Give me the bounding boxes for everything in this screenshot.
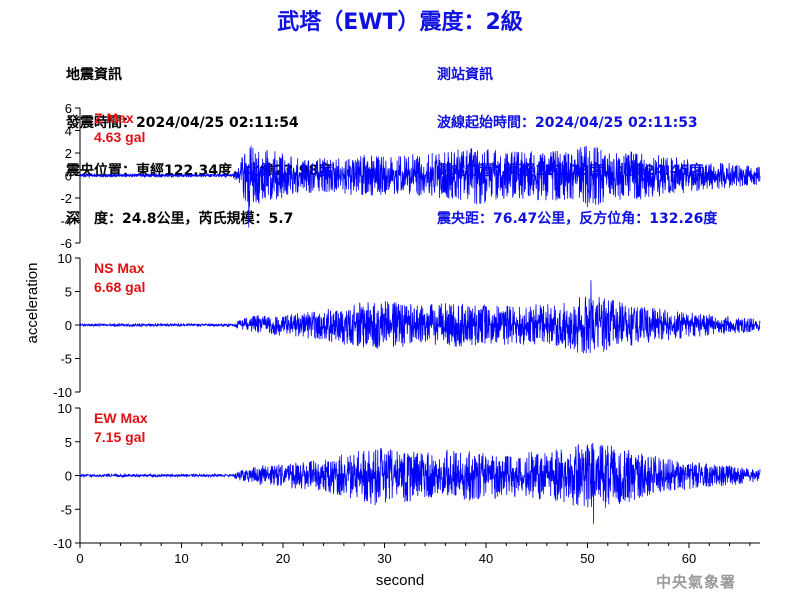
waveform-line-ew <box>79 443 761 524</box>
y-tick-label: -4 <box>60 214 72 229</box>
max-label: NS Max <box>94 260 145 276</box>
y-tick-label: -5 <box>60 352 72 367</box>
agency-watermark: 中央氣象署 <box>656 573 737 591</box>
y-tick-label: 5 <box>65 285 72 300</box>
max-value: 6.68 gal <box>94 279 145 295</box>
page-title: 武塔（EWT）震度：2級 <box>277 10 523 35</box>
y-tick-label: -5 <box>60 502 72 517</box>
y-tick-label: 0 <box>65 318 72 333</box>
y-axis-label: acceleration <box>24 263 41 344</box>
max-value: 4.63 gal <box>94 129 145 145</box>
trace-panel-ns: 10 5 0 -5 -10 NS Max 6.68 gal <box>53 251 761 400</box>
max-label: EW Max <box>94 410 148 426</box>
y-tick-label: -10 <box>53 536 72 551</box>
depth-magnitude: 深 度：24.8公里，芮氏規模：5.7 <box>66 211 294 227</box>
x-tick-label: 50 <box>580 551 594 566</box>
wave-start-time: 波線起始時間：2024/04/25 02:11:53 <box>437 115 698 131</box>
y-tick-label: -10 <box>53 385 72 400</box>
y-tick-label: -6 <box>60 236 72 251</box>
y-tick-label: 6 <box>65 101 72 116</box>
waveform-line-z <box>79 145 761 228</box>
y-tick-label: 4 <box>65 124 72 139</box>
waveform-line-ns <box>79 280 761 354</box>
y-tick-label: 10 <box>58 401 72 416</box>
trace-panel-z: 6 4 2 0 -2 -4 -6 Z Max 4.63 gal <box>60 101 761 251</box>
x-tick-label: 20 <box>276 551 290 566</box>
y-tick-label: 2 <box>65 146 72 161</box>
y-tick-label: 0 <box>65 169 72 184</box>
y-tick-label: -2 <box>60 191 72 206</box>
max-label: Z Max <box>94 110 134 126</box>
x-axis-label: second <box>376 572 424 589</box>
origin-time: 發震時間：2024/04/25 02:11:54 <box>66 115 299 131</box>
epicentral-distance: 震央距：76.47公里，反方位角：132.26度 <box>437 211 718 227</box>
x-tick-label: 40 <box>479 551 493 566</box>
station-info-heading: 測站資訊 <box>437 67 493 83</box>
x-tick-label: 60 <box>682 551 696 566</box>
y-tick-label: 0 <box>65 469 72 484</box>
quake-info-heading: 地震資訊 <box>66 67 122 83</box>
y-tick-label: 10 <box>58 251 72 266</box>
x-tick-label: 10 <box>174 551 188 566</box>
trace-panel-ew: 10 5 0 -5 -10 EW Max 7.15 gal <box>53 401 761 551</box>
y-tick-label: 5 <box>65 435 72 450</box>
x-tick-label: 30 <box>377 551 391 566</box>
max-value: 7.15 gal <box>94 429 145 445</box>
x-tick-label: 0 <box>76 551 83 566</box>
